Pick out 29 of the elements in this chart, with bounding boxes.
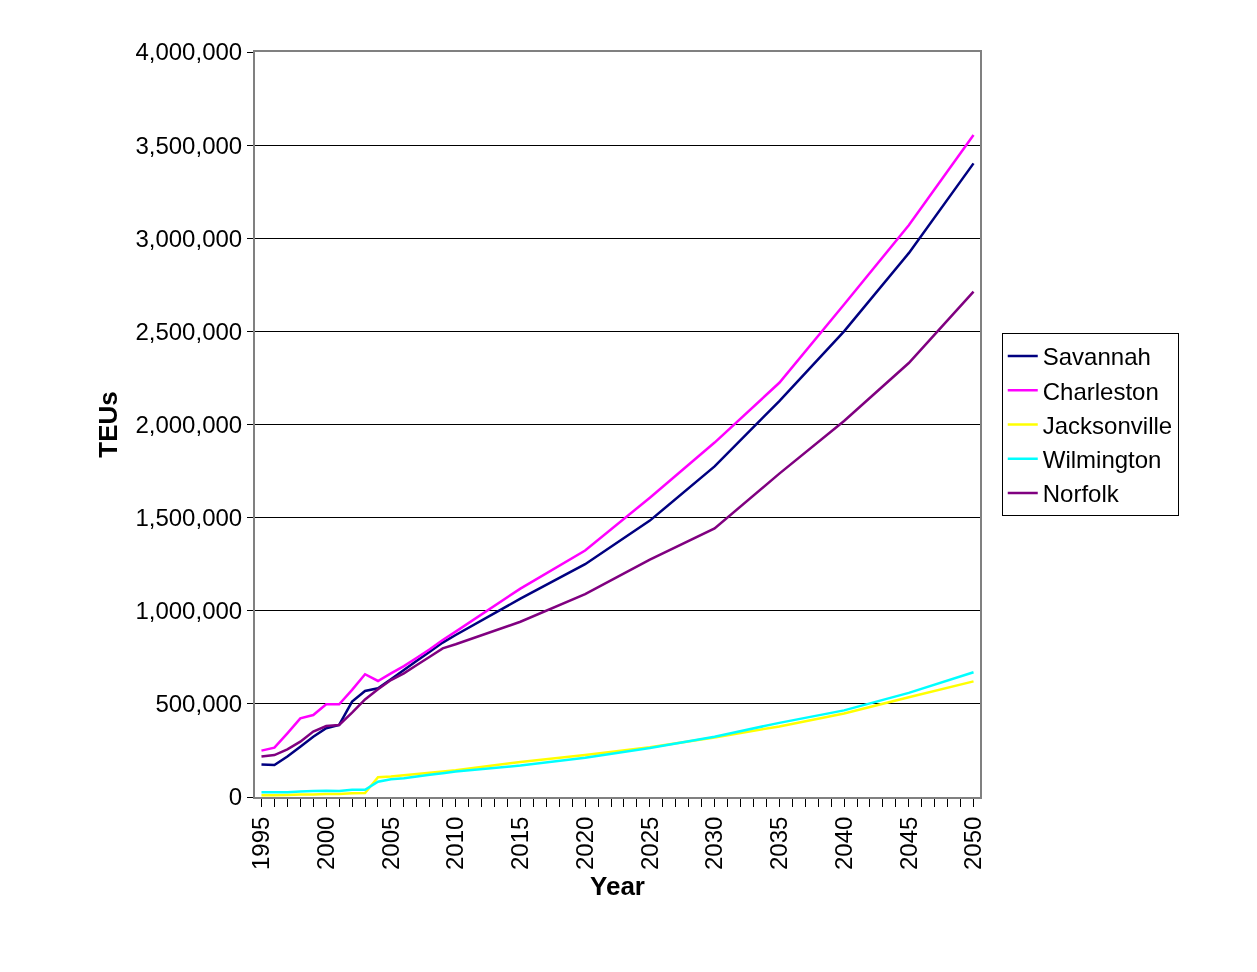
y-tick-label: 3,000,000 xyxy=(135,224,243,252)
x-tick-label: 2020 xyxy=(570,816,598,870)
x-axis-title: Year xyxy=(590,871,645,902)
x-tick-label: 2040 xyxy=(829,816,857,870)
x-tick-label: 2005 xyxy=(376,816,404,870)
legend-label: Savannah xyxy=(1042,343,1151,371)
x-tick-label: 1995 xyxy=(247,816,275,870)
y-tick-label: 4,000,000 xyxy=(135,38,243,66)
y-tick-label: 500,000 xyxy=(155,690,243,718)
x-tick-label: 2045 xyxy=(894,816,922,870)
x-tick-label: 2030 xyxy=(700,816,728,870)
x-tick-label: 2035 xyxy=(765,816,793,870)
x-tick-label: 2010 xyxy=(441,816,469,870)
legend-label: Norfolk xyxy=(1042,480,1120,508)
x-tick-label: 2000 xyxy=(312,816,340,870)
legend-label: Wilmington xyxy=(1042,446,1162,474)
x-tick-label: 2015 xyxy=(506,816,534,870)
y-tick-label: 0 xyxy=(228,783,243,811)
x-tick-label: 2050 xyxy=(959,816,987,870)
y-tick-label: 3,500,000 xyxy=(135,131,243,159)
y-tick-label: 2,500,000 xyxy=(135,317,243,345)
legend-label: Charleston xyxy=(1042,377,1159,405)
y-axis-title: TEUs xyxy=(93,391,124,458)
y-tick-label: 1,500,000 xyxy=(135,504,243,532)
line-series xyxy=(260,290,975,758)
x-tick-label: 2025 xyxy=(635,816,663,870)
legend-label: Jacksonville xyxy=(1042,411,1173,439)
y-tick-label: 2,000,000 xyxy=(135,410,243,438)
y-tick-label: 1,000,000 xyxy=(135,597,243,625)
